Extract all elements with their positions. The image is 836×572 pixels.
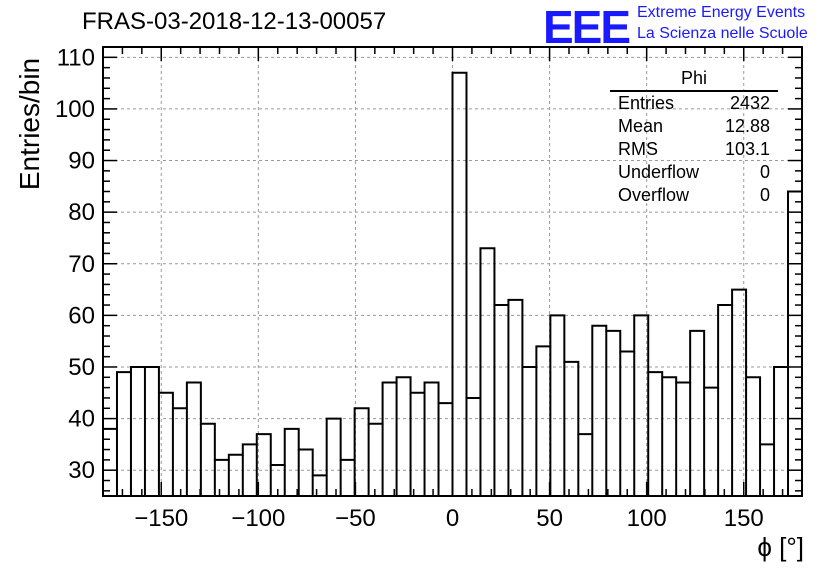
histogram-bin <box>732 290 746 496</box>
histogram-bin <box>187 382 201 496</box>
stats-label: Mean <box>618 116 664 136</box>
y-tick-label: 110 <box>57 44 95 71</box>
histogram-bin <box>341 460 355 496</box>
histogram-bin <box>564 362 578 496</box>
y-axis-label: Entries/bin <box>14 57 45 191</box>
histogram-bin <box>327 419 341 496</box>
histogram-bin <box>313 475 327 496</box>
histogram-outline <box>103 71 802 477</box>
stats-label: RMS <box>618 139 658 159</box>
histogram-bin <box>746 377 760 496</box>
histogram-bin <box>453 73 467 496</box>
histogram-bin <box>173 408 187 496</box>
y-tick-label: 60 <box>68 302 95 329</box>
x-tick-label: 100 <box>627 505 667 532</box>
histogram-bin <box>718 305 732 496</box>
histogram-bin <box>439 403 453 496</box>
tick-labels: −150 −100 −50 0 50 100 150 30 40 50 60 70 80 90 100 110 <box>55 44 764 532</box>
stats-row-underflow: Underflow 0 <box>610 161 778 184</box>
stats-row-overflow: Overflow 0 <box>610 184 778 207</box>
histogram-bin <box>131 367 145 496</box>
stats-value: 0 <box>759 162 770 182</box>
histogram-bin <box>634 315 648 496</box>
stats-row-rms: RMS 103.1 <box>610 138 778 161</box>
histogram-bin <box>522 367 536 496</box>
histogram-bin <box>676 382 690 496</box>
stats-box: Phi Entries 2432 Mean 12.88 RMS 103.1 Un… <box>610 68 778 207</box>
stats-row-mean: Mean 12.88 <box>610 115 778 138</box>
histogram-bin <box>397 377 411 496</box>
histogram-bin <box>774 367 788 496</box>
histogram-bin <box>229 455 243 496</box>
stats-label: Entries <box>618 93 675 113</box>
histogram-bin <box>215 460 229 496</box>
stats-row-entries: Entries 2432 <box>610 92 778 115</box>
histogram-bars <box>103 71 802 496</box>
histogram-bin <box>508 300 522 496</box>
histogram-bin <box>466 398 480 496</box>
x-tick-label: 150 <box>724 505 764 532</box>
stats-label: Underflow <box>618 162 700 182</box>
y-tick-label: 80 <box>68 199 95 226</box>
histogram-bin <box>592 326 606 496</box>
histogram-bin <box>369 424 383 496</box>
x-tick-label: −150 <box>134 505 188 532</box>
x-tick-label: −50 <box>335 505 376 532</box>
x-axis-label: ϕ [°] <box>757 532 804 562</box>
tick-marks <box>103 46 802 496</box>
histogram-bin <box>480 248 494 496</box>
logo-line-2: La Scienza nelle Scuole <box>637 25 808 42</box>
histogram-bin <box>411 393 425 496</box>
stats-label: Overflow <box>618 185 690 205</box>
stats-value: 12.88 <box>724 116 770 136</box>
histogram-bin <box>117 372 131 496</box>
stats-title: Phi <box>610 68 778 92</box>
histogram-bin <box>145 367 159 496</box>
y-tick-label: 100 <box>55 96 95 123</box>
histogram-bin <box>606 331 620 496</box>
logo-line-1: Extreme Energy Events <box>637 4 806 21</box>
stats-value: 0 <box>759 185 770 205</box>
histogram-bin <box>299 450 313 496</box>
histogram-bin <box>285 429 299 496</box>
y-tick-label: 90 <box>68 148 95 175</box>
histogram-bin <box>578 434 592 496</box>
stats-value: 2432 <box>729 93 770 113</box>
histogram-bin <box>355 408 369 496</box>
y-tick-label: 30 <box>68 457 95 484</box>
histogram-bin <box>788 192 802 496</box>
histogram-bin <box>536 346 550 496</box>
histogram-bin <box>425 382 439 496</box>
y-tick-label: 70 <box>68 251 95 278</box>
x-tick-label: 50 <box>536 505 563 532</box>
x-tick-label: 0 <box>446 505 459 532</box>
chart-title: FRAS-03-2018-12-13-00057 <box>82 8 387 35</box>
y-tick-label: 50 <box>68 354 95 381</box>
histogram-bin <box>704 388 718 496</box>
y-tick-label: 40 <box>68 406 95 433</box>
histogram-bin <box>690 331 704 496</box>
histogram-bin <box>383 382 397 496</box>
x-tick-label: −100 <box>231 505 285 532</box>
histogram-bin <box>648 372 662 496</box>
eee-logo: EEE <box>543 1 631 53</box>
histogram-bin <box>550 315 564 496</box>
histogram-bin <box>494 305 508 496</box>
histogram-bin <box>201 424 215 496</box>
histogram-bin <box>662 377 676 496</box>
stats-value: 103.1 <box>724 139 770 159</box>
histogram-bin <box>620 351 634 496</box>
